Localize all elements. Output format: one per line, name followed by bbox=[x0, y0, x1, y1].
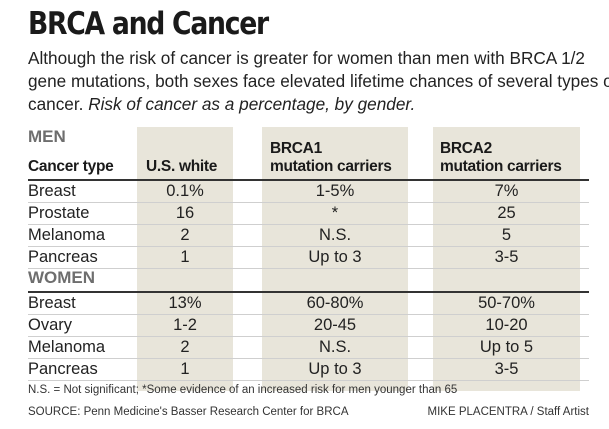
column-header: Cancer type bbox=[28, 158, 114, 175]
risk-value-cell: * bbox=[331, 204, 339, 222]
risk-value-cell: 1-5% bbox=[315, 182, 355, 200]
risk-value-cell: Up to 3 bbox=[308, 248, 362, 266]
table-row: Melanoma 2 N.S. 5 bbox=[28, 225, 589, 246]
risk-value-cell: Up to 5 bbox=[479, 338, 534, 356]
section-label-men: MEN bbox=[28, 127, 66, 146]
cancer-type-cell: Pancreas bbox=[28, 360, 98, 378]
row-divider bbox=[28, 268, 589, 269]
subtitle-italic: Risk of cancer as a percentage, by gende… bbox=[88, 94, 416, 114]
risk-value-cell: 20-45 bbox=[313, 316, 357, 334]
section-label-women: WOMEN bbox=[28, 268, 96, 287]
source-note: SOURCE: Penn Medicine's Basser Research … bbox=[28, 406, 349, 418]
row-divider bbox=[28, 202, 589, 203]
column-shading-brca2 bbox=[433, 127, 580, 391]
risk-value-cell: 50-70% bbox=[478, 294, 535, 312]
risk-value-cell: 60-80% bbox=[306, 294, 364, 312]
cancer-type-cell: Melanoma bbox=[28, 226, 106, 244]
row-divider bbox=[28, 224, 589, 225]
row-divider bbox=[28, 380, 589, 381]
cancer-type-cell: Ovary bbox=[28, 316, 73, 334]
table-row: Breast 0.1% 1-5% 7% bbox=[28, 181, 589, 202]
risk-value-cell: 1 bbox=[180, 360, 190, 378]
column-header: BRCA2 bbox=[440, 140, 492, 157]
table-row: Pancreas 1 Up to 3 3-5 bbox=[28, 359, 589, 380]
subtitle-text: Although the risk of cancer is greater f… bbox=[28, 48, 609, 114]
risk-value-cell: 1 bbox=[180, 248, 190, 266]
section-rule bbox=[28, 291, 589, 293]
risk-value-cell: Up to 3 bbox=[308, 360, 362, 378]
risk-value-cell: 3-5 bbox=[494, 248, 519, 266]
row-divider bbox=[28, 358, 589, 359]
column-header: mutation carriers bbox=[270, 158, 392, 175]
risk-value-cell: 13% bbox=[168, 294, 202, 312]
table-row: Breast 13% 60-80% 50-70% bbox=[28, 293, 589, 314]
risk-value-cell: 2 bbox=[180, 338, 190, 356]
footnote: N.S. = Not significant; *Some evidence o… bbox=[28, 384, 458, 396]
cancer-type-cell: Prostate bbox=[28, 204, 90, 222]
row-divider bbox=[28, 336, 589, 337]
cancer-type-cell: Pancreas bbox=[28, 248, 98, 266]
cancer-type-cell: Melanoma bbox=[28, 338, 106, 356]
column-header: U.S. white bbox=[146, 158, 218, 175]
row-divider bbox=[28, 246, 589, 247]
subtitle: Although the risk of cancer is greater f… bbox=[28, 47, 609, 116]
column-shading-brca1 bbox=[262, 127, 408, 391]
page-title: BRCA and Cancer bbox=[28, 6, 269, 42]
risk-value-cell: 0.1% bbox=[166, 182, 204, 200]
cancer-type-cell: Breast bbox=[28, 182, 76, 200]
risk-value-cell: 25 bbox=[497, 204, 516, 222]
column-header: mutation carriers bbox=[440, 158, 562, 175]
column-header: BRCA1 bbox=[270, 140, 322, 157]
cancer-type-cell: Breast bbox=[28, 294, 76, 312]
risk-value-cell: N.S. bbox=[318, 226, 352, 244]
row-divider bbox=[28, 314, 589, 315]
credit: MIKE PLACENTRA / Staff Artist bbox=[427, 406, 589, 418]
risk-value-cell: 2 bbox=[180, 226, 190, 244]
risk-value-cell: 10-20 bbox=[485, 316, 528, 334]
column-shading-us-white bbox=[137, 127, 233, 391]
risk-value-cell: 1-2 bbox=[173, 316, 197, 334]
table-row: Pancreas 1 Up to 3 3-5 bbox=[28, 247, 589, 268]
table-row: Ovary 1-2 20-45 10-20 bbox=[28, 315, 589, 336]
risk-value-cell: 5 bbox=[501, 226, 512, 244]
table-row: Melanoma 2 N.S. Up to 5 bbox=[28, 337, 589, 358]
risk-value-cell: 3-5 bbox=[494, 360, 519, 378]
risk-value-cell: N.S. bbox=[318, 338, 352, 356]
table-row: Prostate 16 * 25 bbox=[28, 203, 589, 224]
risk-value-cell: 7% bbox=[494, 182, 519, 200]
section-rule bbox=[28, 179, 589, 181]
risk-value-cell: 16 bbox=[175, 204, 195, 222]
